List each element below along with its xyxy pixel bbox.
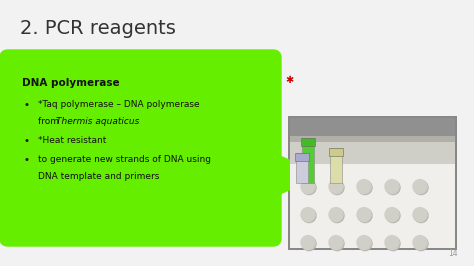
Circle shape <box>386 236 400 251</box>
Text: 2. PCR reagents: 2. PCR reagents <box>20 19 176 38</box>
Bar <box>290 136 455 142</box>
Bar <box>296 153 308 182</box>
Bar <box>329 148 343 156</box>
Circle shape <box>357 180 371 194</box>
Bar <box>290 164 455 248</box>
Bar <box>302 138 314 182</box>
Circle shape <box>413 207 427 222</box>
Circle shape <box>329 236 343 250</box>
Circle shape <box>413 236 427 250</box>
Circle shape <box>330 181 344 195</box>
Circle shape <box>385 207 399 222</box>
Circle shape <box>414 181 428 195</box>
Circle shape <box>385 236 399 250</box>
Circle shape <box>302 209 316 223</box>
Text: to generate new strands of DNA using: to generate new strands of DNA using <box>38 155 211 164</box>
Circle shape <box>414 209 428 223</box>
Circle shape <box>413 180 427 194</box>
Circle shape <box>358 236 372 251</box>
FancyBboxPatch shape <box>0 50 281 246</box>
Circle shape <box>329 180 343 194</box>
Circle shape <box>330 209 344 223</box>
Text: •: • <box>24 136 30 146</box>
Bar <box>290 118 455 136</box>
Bar <box>301 138 315 146</box>
Text: from: from <box>38 117 62 126</box>
Text: •: • <box>24 155 30 165</box>
Text: *Taq polymerase – DNA polymerase: *Taq polymerase – DNA polymerase <box>38 100 200 109</box>
Circle shape <box>357 236 371 250</box>
Bar <box>295 153 309 161</box>
Text: ✱: ✱ <box>285 75 293 85</box>
Circle shape <box>302 236 316 251</box>
Bar <box>330 148 342 182</box>
Circle shape <box>358 181 372 195</box>
Circle shape <box>302 181 316 195</box>
Circle shape <box>358 209 372 223</box>
Circle shape <box>301 207 315 222</box>
Bar <box>290 118 455 248</box>
Circle shape <box>330 236 344 251</box>
Circle shape <box>329 207 343 222</box>
Text: •: • <box>24 100 30 110</box>
Text: Thermis aquaticus: Thermis aquaticus <box>56 117 139 126</box>
Circle shape <box>301 180 315 194</box>
Circle shape <box>386 181 400 195</box>
Polygon shape <box>273 153 323 197</box>
Circle shape <box>385 180 399 194</box>
Bar <box>288 116 457 250</box>
Circle shape <box>301 236 315 250</box>
Bar <box>290 118 455 170</box>
Text: *Heat resistant: *Heat resistant <box>38 136 106 145</box>
Circle shape <box>357 207 371 222</box>
Text: 14: 14 <box>448 249 458 258</box>
Circle shape <box>414 236 428 251</box>
Text: DNA polymerase: DNA polymerase <box>22 78 119 88</box>
Text: DNA template and primers: DNA template and primers <box>38 172 159 181</box>
Circle shape <box>386 209 400 223</box>
